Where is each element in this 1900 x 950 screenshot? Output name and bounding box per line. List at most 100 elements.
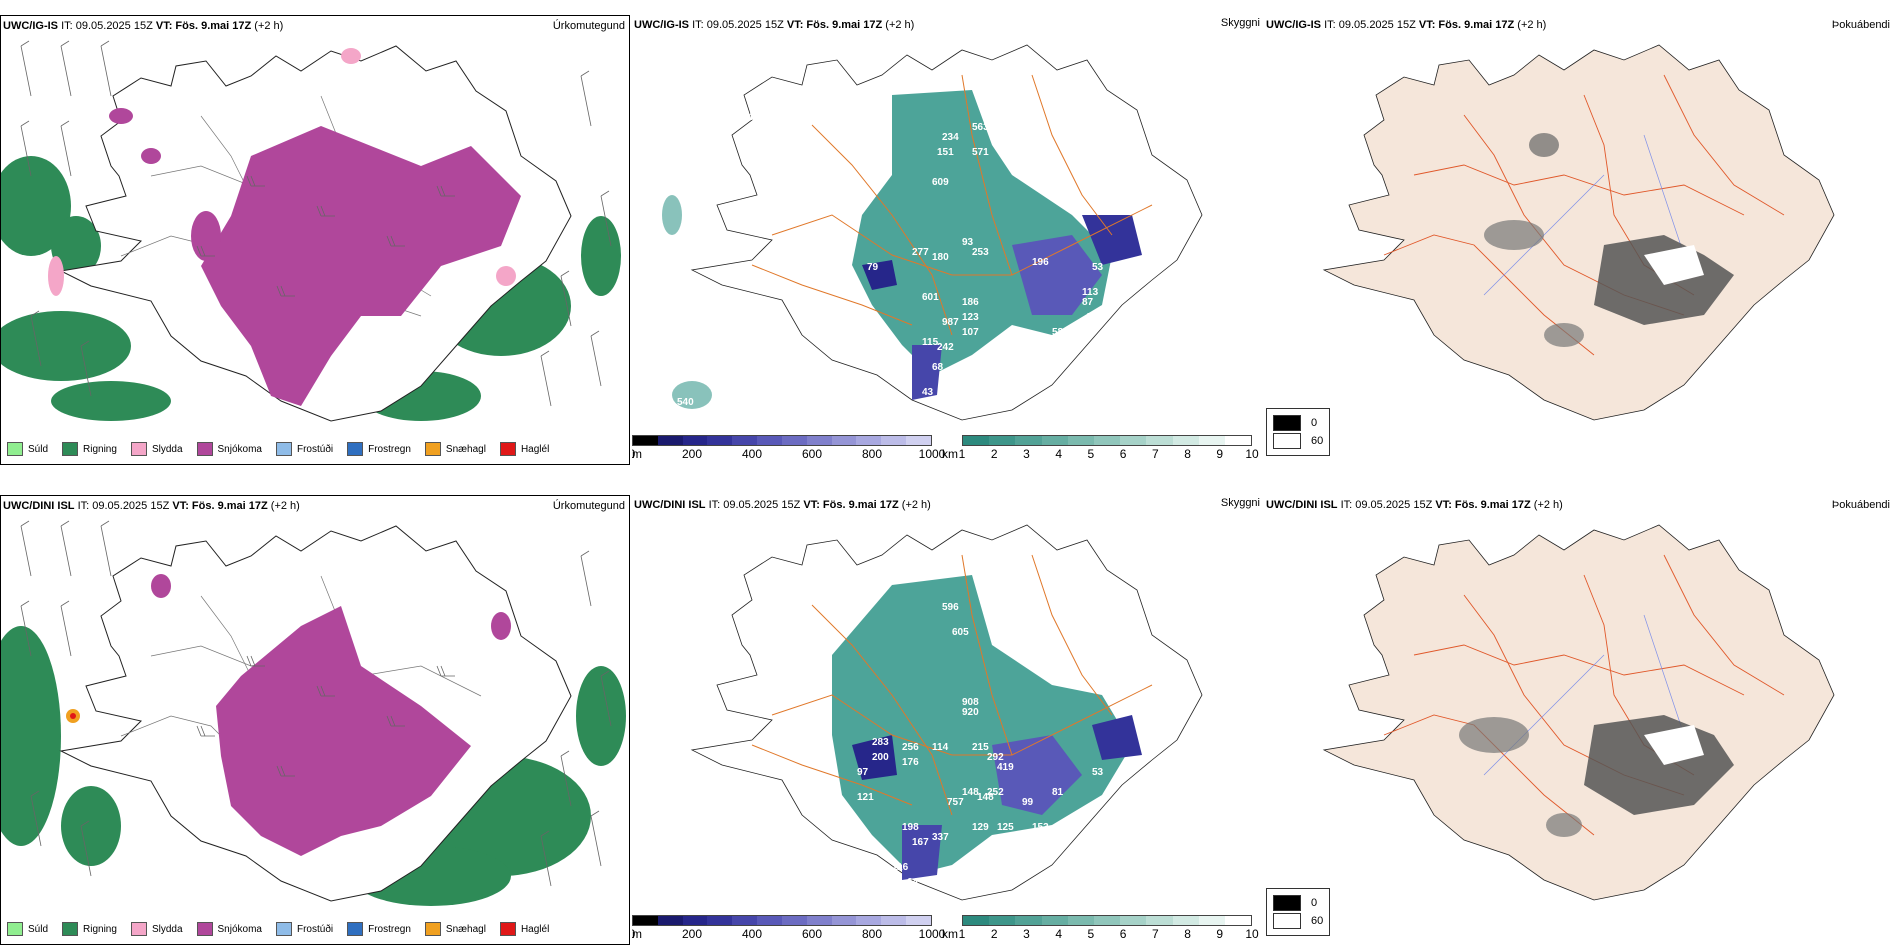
cloud-base-value-label: 292	[987, 752, 1004, 763]
colorbar-tick: 1000	[918, 927, 946, 941]
cloud-base-value-label: 605	[952, 627, 969, 638]
legend-item: Frostregn	[347, 442, 411, 456]
colorbar-segment	[989, 916, 1016, 925]
panel-variable-label: Þokuábendi	[1831, 19, 1890, 31]
fog-map	[1264, 495, 1894, 945]
colorbar-tick: 200	[681, 927, 703, 941]
colorbar-tick: 7	[1151, 447, 1159, 461]
legend-item: Haglél	[499, 922, 549, 936]
cloud-base-value-label: 609	[932, 177, 949, 188]
legend-item: Súld	[7, 442, 48, 456]
colorbar-tick: 0	[632, 927, 635, 941]
panel-title: UWC/IG-IS IT: 09.05.2025 15Z VT: Fös. 9.…	[634, 19, 915, 31]
fog-panel-row1: UWC/IG-IS IT: 09.05.2025 15Z VT: Fös. 9.…	[1264, 15, 1894, 465]
colorbar-segment	[1146, 916, 1173, 925]
cloud-base-value-label: 79	[867, 262, 879, 273]
cloud-base-value-label: 196	[1032, 257, 1049, 268]
cloud-base-value-label: 53	[1092, 767, 1104, 778]
colorbar-gradient	[632, 915, 932, 926]
visibility-colorbar: 1 2 3 4 5 6 7 8 9 10	[959, 435, 1259, 461]
cloud-base-value-label: 563	[972, 122, 989, 133]
cloud-base-value-label: 113	[1082, 287, 1099, 298]
colorbar-segment	[707, 436, 733, 445]
colorbar-segment	[707, 916, 733, 925]
colorbar-tick: 2	[990, 927, 998, 941]
colorbar-segment	[1093, 436, 1121, 445]
cloud-base-value-label: 757	[947, 797, 964, 808]
cloud-base-value-label: 419	[997, 762, 1014, 773]
cloud-base-value-label: 43	[922, 387, 934, 398]
cloud-base-value-label: 167	[912, 837, 929, 848]
colorbar-segment	[633, 436, 658, 445]
colorbar-segment	[1067, 436, 1094, 445]
cloud-base-value-label: 283	[872, 737, 889, 748]
cloud-base-value-label: 511	[702, 217, 719, 228]
fog-legend: 0 60	[1266, 888, 1331, 936]
colorbar-segment	[1224, 436, 1252, 445]
colorbar-tick: 3	[1023, 447, 1030, 461]
precip-panel-row1: UWC/IG-IS IT: 09.05.2025 15Z VT: Fös. 9.…	[0, 15, 630, 465]
cloud-base-value-label: 186	[962, 297, 979, 308]
cloud-base-value-label: 252	[987, 787, 1004, 798]
colorbar-segment	[1224, 916, 1252, 925]
colorbar-segment	[1067, 916, 1094, 925]
cloud-base-value-label: 180	[932, 252, 949, 263]
colorbar-segment	[1198, 436, 1225, 445]
colorbar-tick: 1	[958, 927, 966, 941]
cloud-base-value-label: 148	[962, 787, 979, 798]
cloud-base-value-label: 68	[932, 362, 944, 373]
cloud-base-value-label: 97	[857, 767, 869, 778]
colorbar-segment	[1172, 916, 1199, 925]
legend-item: Súld	[7, 922, 48, 936]
colorbar-tick: 4	[1055, 447, 1062, 461]
colorbar-segment	[806, 916, 832, 925]
colorbar-segment	[682, 436, 708, 445]
colorbar-segment	[781, 436, 807, 445]
panel-title: UWC/DINI ISL IT: 09.05.2025 15Z VT: Fös.…	[634, 499, 931, 511]
cloud-base-unit: m	[632, 927, 642, 941]
colorbar-gradient	[962, 435, 1252, 446]
legend-swatch	[7, 442, 23, 456]
cloud-base-value-label: 176	[902, 757, 919, 768]
colorbar-segment	[781, 916, 807, 925]
cloud-base-value-label: 920	[962, 707, 979, 718]
colorbar-segment	[1172, 436, 1199, 445]
panel-title: UWC/DINI ISL IT: 09.05.2025 15Z VT: Fös.…	[3, 500, 300, 512]
cloud-base-value-label: 148	[977, 792, 994, 803]
cloud-base-value-label: 127	[937, 877, 954, 888]
legend-item: Snæhagl	[424, 442, 486, 456]
colorbar-segment	[989, 436, 1016, 445]
colorbar-segment	[1146, 436, 1173, 445]
precip-legend: Súld Rigning Slydda Snjókoma Frostúði Fr…	[7, 922, 549, 936]
cloud-base-value-label: 53	[1092, 262, 1104, 273]
colorbar-gradient	[632, 435, 932, 446]
colorbar-tick: 600	[801, 447, 823, 461]
colorbar-segment	[682, 916, 708, 925]
colorbar-tick: 2	[990, 447, 998, 461]
colorbar-segment	[1198, 916, 1225, 925]
colorbar-segment	[881, 436, 907, 445]
colorbar-tick: 800	[861, 927, 883, 941]
fog-panel-row2: UWC/DINI ISL IT: 09.05.2025 15Z VT: Fös.…	[1264, 495, 1894, 945]
colorbar-tick: 7	[1151, 927, 1159, 941]
colorbar-segment	[1120, 916, 1147, 925]
cloud-panel-row2: 123 596 605 318 908 283 920 256 200 114 215 292 176 9…	[632, 495, 1262, 945]
panel-title: UWC/IG-IS IT: 09.05.2025 15Z VT: Fös. 9.…	[1266, 19, 1547, 31]
cloud-base-value-label: 596	[942, 602, 959, 613]
colorbar-segment	[856, 916, 882, 925]
cloud-base-value-label: 71	[1087, 312, 1099, 323]
colorbar-segment	[1041, 916, 1068, 925]
colorbar-segment	[831, 916, 857, 925]
fog-map	[1264, 15, 1894, 465]
colorbar-tick: 400	[741, 447, 763, 461]
cloud-base-value-label: 277	[912, 247, 929, 258]
colorbar-tick: 10	[1245, 927, 1259, 941]
colorbar-segment	[757, 436, 782, 445]
colorbar-segment	[732, 436, 758, 445]
colorbar-segment	[806, 436, 832, 445]
colorbar-tick: 600	[801, 927, 823, 941]
cloud-base-value-label: 198	[902, 822, 919, 833]
panel-variable-label: Skyggni	[1220, 17, 1260, 29]
